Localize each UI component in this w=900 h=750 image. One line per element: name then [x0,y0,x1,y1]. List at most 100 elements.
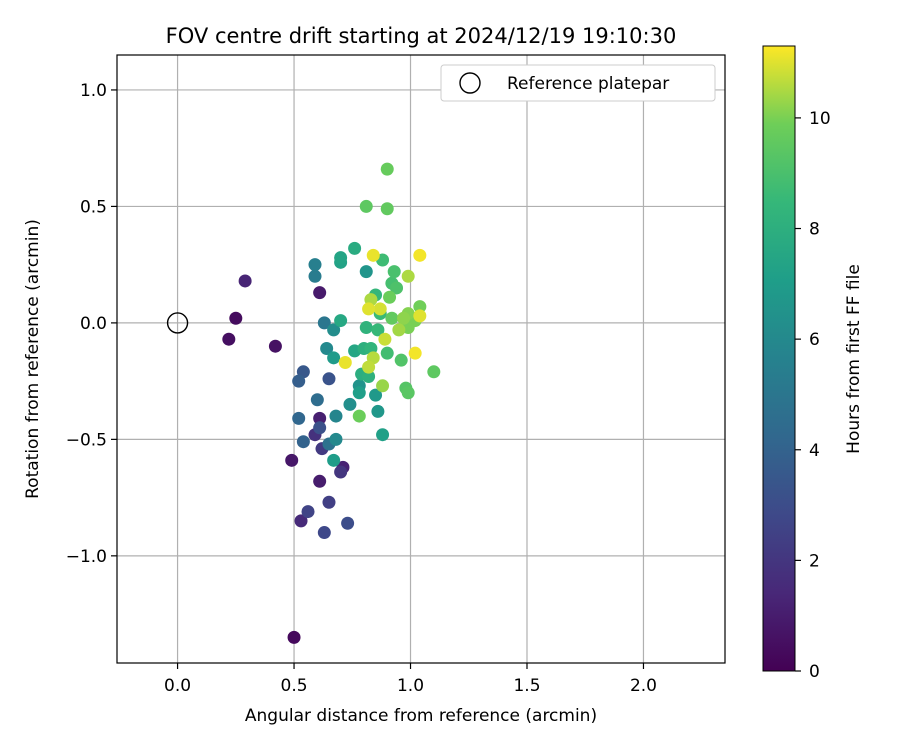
y-tick-label: −1.0 [66,547,107,567]
chart-title: FOV centre drift starting at 2024/12/19 … [166,24,677,48]
data-point [313,411,327,425]
data-point [327,323,341,337]
data-point [362,360,376,374]
data-point [380,202,394,216]
plot-frame [116,54,726,664]
y-tick-label: 0.0 [80,314,107,334]
data-point [378,332,392,346]
data-point [334,465,348,479]
y-tick-label: 1.0 [80,81,107,101]
data-point [285,453,299,467]
data-point [268,339,282,353]
x-tick-label: 0.0 [164,676,191,696]
data-point [322,372,336,386]
y-tick-label: −0.5 [66,430,107,450]
data-point [348,241,362,255]
data-point [329,432,343,446]
data-point [352,409,366,423]
data-point [394,353,408,367]
data-point [408,346,422,360]
legend: Reference platepar [440,64,716,102]
x-tick-label: 1.0 [397,676,424,696]
data-point [317,526,331,540]
data-point [327,453,341,467]
colorbar-tick-label: 10 [809,109,831,129]
x-axis-ticks: 0.0 0.5 1.0 1.5 2.0 [164,663,657,696]
colorbar-ticks: 0 2 4 6 8 10 [795,109,831,682]
data-point [313,474,327,488]
data-point [383,290,397,304]
reference-platepar-marker [166,312,189,334]
y-axis-ticks: −1.0 −0.5 0.0 0.5 1.0 [66,81,117,567]
colorbar-tick-label: 4 [809,441,820,461]
data-point [390,281,404,295]
reference-marker [166,312,189,334]
data-point [308,258,322,272]
data-point [320,342,334,356]
data-point [238,274,252,288]
data-point [401,386,415,400]
x-tick-label: 0.5 [281,676,308,696]
data-point [294,514,308,528]
x-tick-label: 1.5 [513,676,540,696]
data-point [387,265,401,279]
data-point [292,411,306,425]
data-point [385,311,399,325]
legend-box [440,64,716,102]
data-point [397,311,411,325]
data-point [371,404,385,418]
legend-reference-marker-icon [459,72,481,94]
data-points [222,162,441,644]
data-point [317,316,331,330]
colorbar-tick-label: 6 [809,330,820,350]
data-point [301,505,315,519]
data-point [222,332,236,346]
data-point [413,300,427,314]
data-point [327,351,341,365]
data-point [359,265,373,279]
data-point [296,435,310,449]
data-point [413,248,427,262]
data-point [362,369,376,383]
data-point [373,302,387,316]
data-point [338,355,352,369]
data-point [310,393,324,407]
data-point [352,386,366,400]
data-point [229,311,243,325]
data-point [362,302,376,316]
data-point [376,428,390,442]
data-point [334,314,348,328]
data-point [376,379,390,393]
data-point [287,630,301,644]
colorbar-tick-label: 0 [809,662,820,682]
data-point [334,251,348,265]
data-point [369,388,383,402]
colorbar-tick-label: 8 [809,220,820,240]
y-axis-label: Rotation from reference (arcmin) [23,219,43,499]
data-point [292,374,306,388]
data-point [392,323,406,337]
data-point [359,199,373,213]
data-point [329,409,343,423]
colorbar: 0 2 4 6 8 10 Hours from first FF file [762,45,864,682]
colorbar-label: Hours from first FF file [844,264,864,454]
data-point [380,162,394,176]
data-point [308,269,322,283]
x-tick-label: 2.0 [630,676,657,696]
data-point [366,248,380,262]
data-point [359,321,373,335]
data-point [313,286,327,300]
x-axis-label: Angular distance from reference (arcmin) [245,706,597,726]
data-point [401,269,415,283]
data-point [380,346,394,360]
grid [117,55,725,663]
colorbar-tick-label: 2 [809,551,820,571]
data-point [343,397,357,411]
data-point [371,323,385,337]
data-point [427,365,441,379]
data-point [413,309,427,323]
colorbar-gradient [762,45,796,672]
data-point [322,495,336,509]
data-point [313,421,327,435]
